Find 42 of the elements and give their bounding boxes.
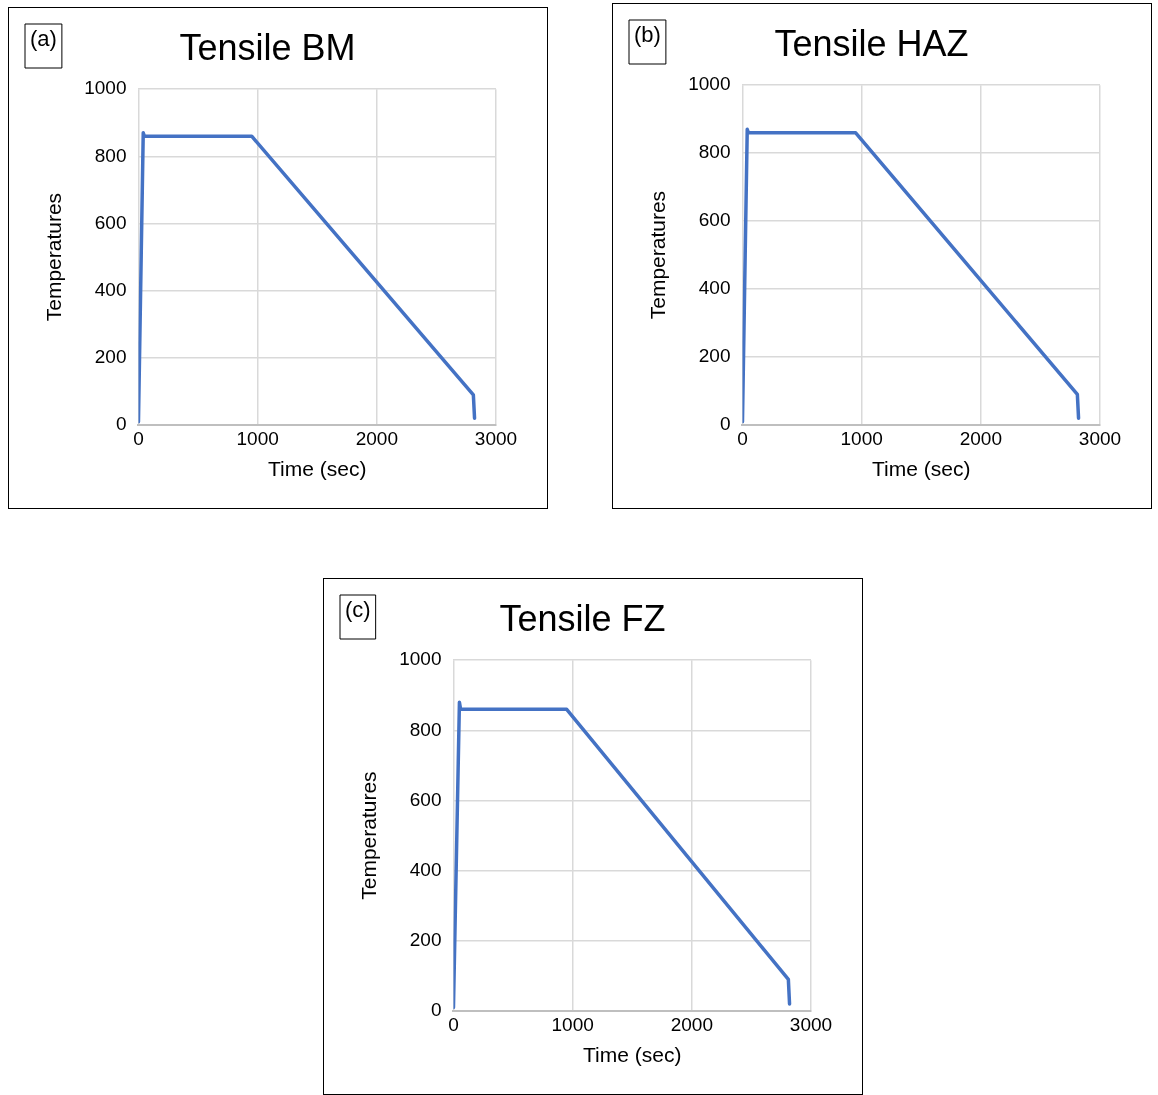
y-tick-label: 400 [94, 278, 127, 300]
x-tick-label: 3000 [789, 1013, 833, 1035]
text: (a) [30, 26, 57, 52]
y-tick-label: 200 [94, 346, 127, 368]
x-tick-label: 3000 [474, 427, 518, 449]
x-axis-title: Time (sec) [268, 457, 367, 481]
x-tick-label: 0 [448, 1013, 459, 1035]
y-tick-label: 800 [698, 141, 731, 163]
x-axis-title: Time (sec) [872, 457, 971, 481]
text: (c) [345, 597, 371, 623]
y-tick-label: 400 [698, 277, 731, 299]
y-tick-label: 800 [94, 144, 127, 166]
y-tick-label: 1000 [399, 648, 442, 670]
y-tick-label: 0 [719, 413, 731, 435]
x-tick-label: 1000 [236, 427, 279, 449]
chart-title: Tensile HAZ [774, 22, 969, 64]
y-tick-label: 200 [409, 929, 442, 951]
y-tick-label: 1000 [84, 77, 127, 99]
y-tick-label: 0 [115, 413, 127, 435]
y-axis-title: Temperatures [42, 192, 66, 322]
x-tick-label: 2000 [959, 427, 1002, 449]
y-tick-label: 200 [698, 345, 731, 367]
x-tick-label: 3000 [1078, 427, 1122, 449]
y-tick-label: 600 [94, 211, 127, 233]
y-axis-title: Temperatures [646, 190, 670, 320]
y-axis-title: Temperatures [357, 771, 381, 900]
x-tick-label: 0 [133, 427, 144, 449]
x-axis-title: Time (sec) [583, 1043, 682, 1067]
x-tick-label: 1000 [551, 1013, 594, 1035]
x-tick-label: 2000 [355, 427, 398, 449]
x-tick-label: 0 [737, 427, 748, 449]
text: (b) [634, 22, 661, 48]
y-tick-label: 800 [409, 718, 442, 740]
y-tick-label: 600 [409, 788, 442, 810]
y-tick-label: 1000 [688, 73, 731, 95]
chart-title: Tensile FZ [499, 597, 666, 639]
x-tick-label: 2000 [670, 1013, 713, 1035]
y-tick-label: 400 [409, 858, 442, 880]
chart-title: Tensile BM [179, 26, 356, 68]
y-tick-label: 600 [698, 209, 731, 231]
y-tick-label: 0 [430, 999, 442, 1021]
x-tick-label: 1000 [840, 427, 883, 449]
